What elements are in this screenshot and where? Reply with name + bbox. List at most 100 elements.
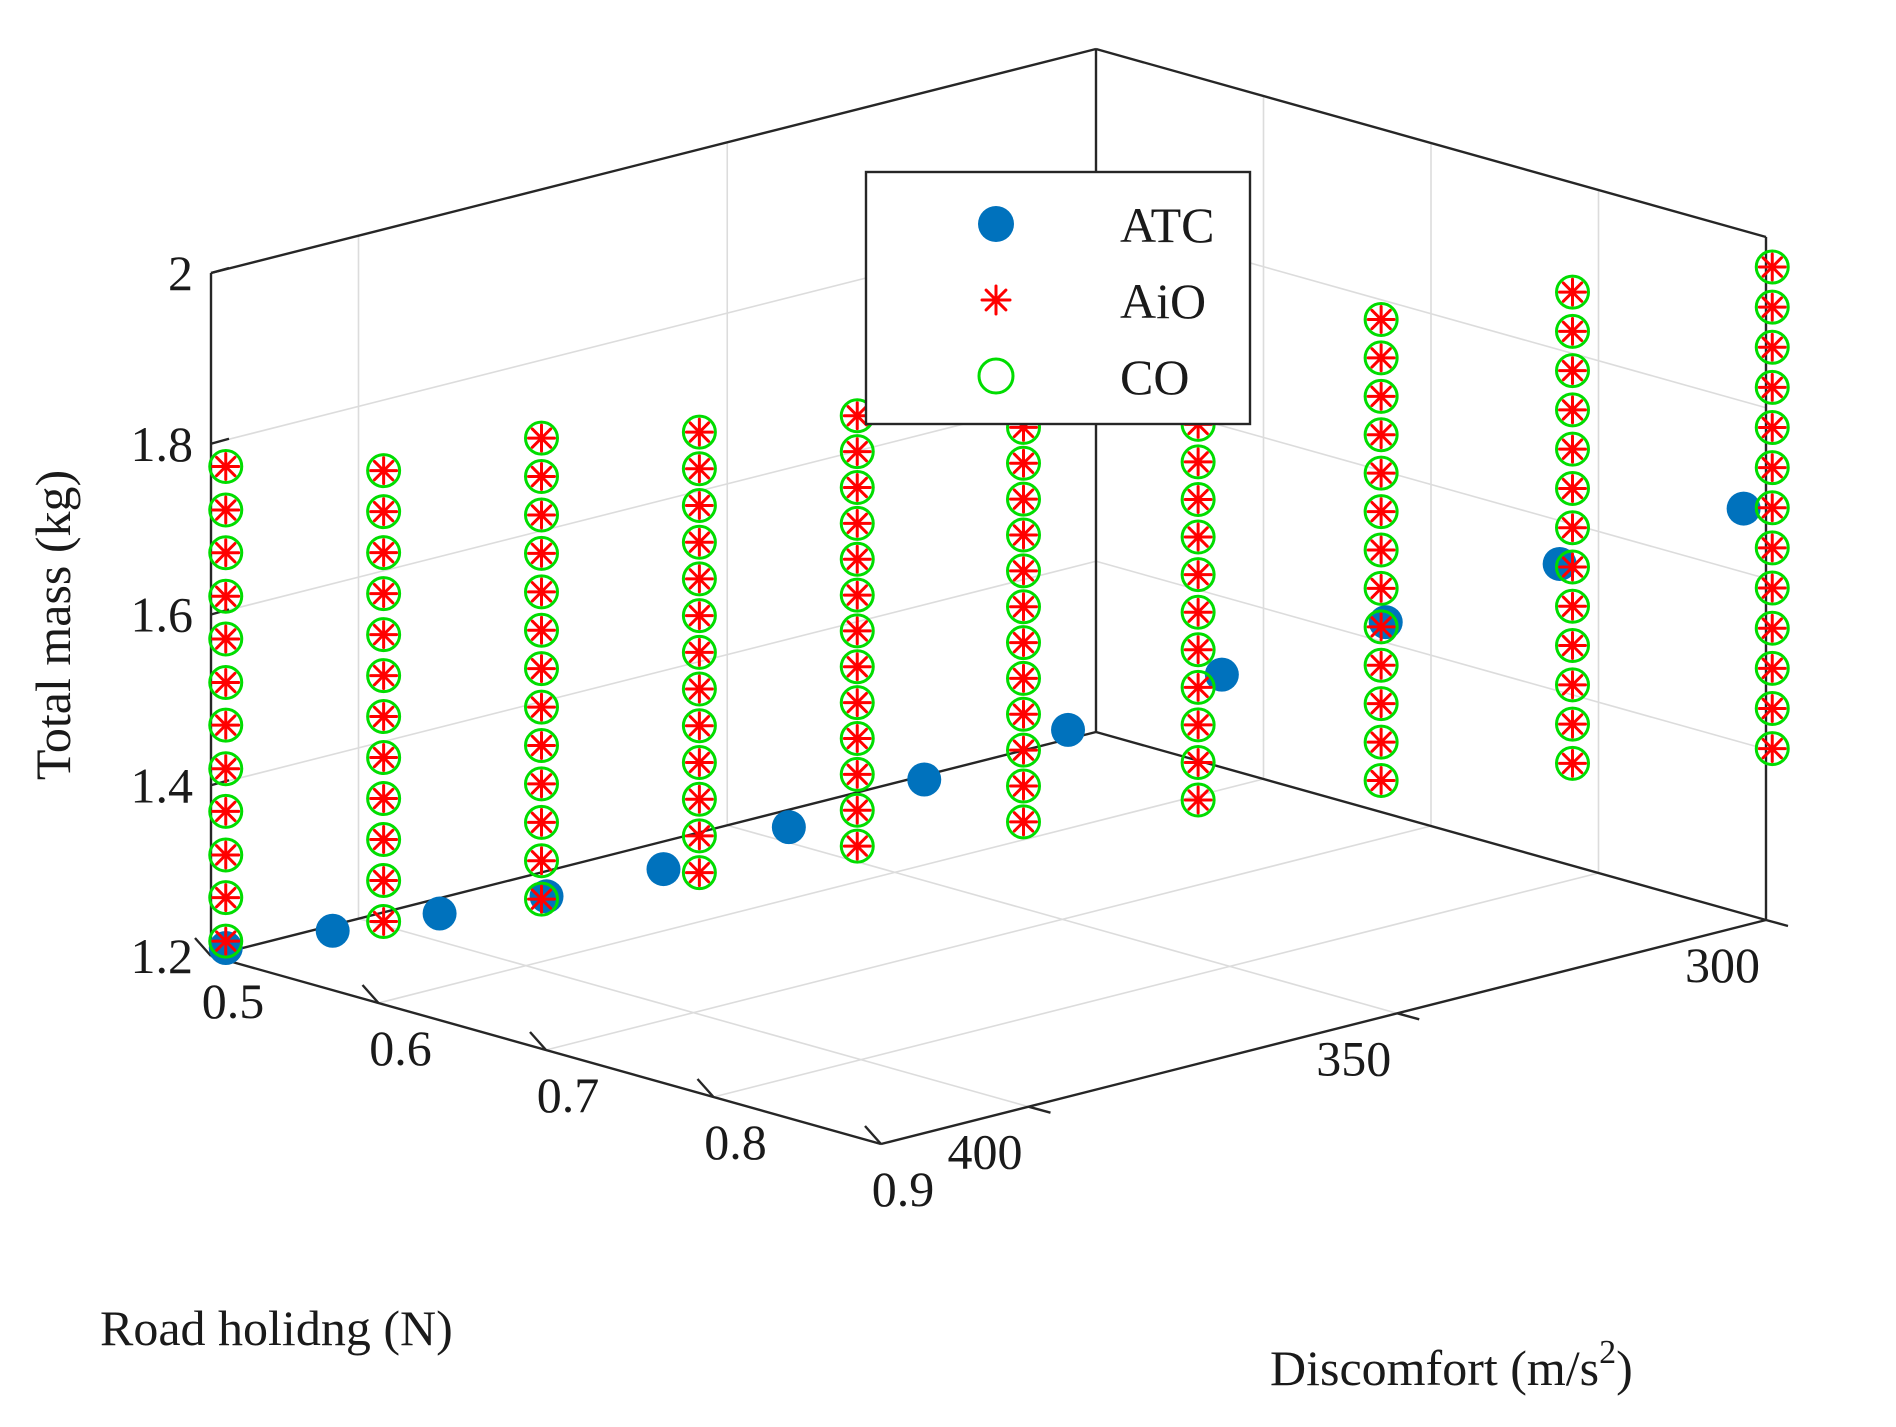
asterisk-stroke [530, 542, 553, 565]
z-tick-mark [210, 266, 230, 275]
co-point [1006, 804, 1041, 840]
aio-point [842, 508, 872, 538]
x-tick-label: 0.8 [704, 1114, 767, 1170]
z-tick-mark [210, 437, 230, 445]
asterisk-stroke [530, 504, 553, 526]
aio-point [842, 795, 872, 825]
asterisk-stroke [215, 886, 237, 909]
aio-point [527, 730, 556, 760]
axis-edge [1095, 47, 1767, 239]
asterisk-stroke [215, 455, 237, 478]
asterisk-stroke [530, 465, 553, 488]
aio-point [527, 423, 556, 453]
z-tick-label: 1.8 [131, 416, 194, 472]
aio-point [1366, 535, 1396, 565]
aio-point [1183, 635, 1213, 665]
asterisk-stroke [1761, 376, 1783, 399]
co-point [208, 664, 244, 700]
aio-point [1183, 785, 1213, 815]
aio-point [1757, 734, 1787, 764]
aio-point [1366, 343, 1396, 373]
asterisk-stroke [1561, 713, 1584, 735]
aio-point [1183, 522, 1213, 552]
x-tick-mark [864, 1125, 882, 1145]
asterisk-stroke [846, 548, 868, 570]
co-point [366, 576, 402, 612]
asterisk-stroke [1561, 359, 1584, 382]
co-point [208, 535, 244, 571]
asterisk-stroke [1761, 456, 1783, 479]
aio-point [211, 624, 241, 654]
asterisk-stroke [1187, 526, 1209, 548]
co-point [524, 612, 559, 648]
co-point [1555, 392, 1590, 428]
co-point [1754, 410, 1790, 446]
asterisk-stroke [530, 734, 553, 757]
asterisk-stroke [688, 421, 711, 443]
aio-point [1366, 458, 1396, 488]
aio-point [1183, 484, 1213, 514]
asterisk-stroke [1187, 563, 1209, 586]
co-point [1754, 329, 1790, 365]
co-point [1180, 557, 1216, 593]
aio-point [369, 620, 399, 650]
co-point [1006, 445, 1041, 481]
co-point [1006, 517, 1041, 553]
z-tick-label: 2 [168, 245, 193, 301]
asterisk-stroke [846, 512, 868, 535]
co-point [1555, 745, 1590, 781]
co-point [681, 744, 717, 780]
asterisk-stroke [215, 585, 237, 607]
co-point [1006, 660, 1041, 696]
legend-label-atc: ATC [1120, 197, 1214, 253]
asterisk-stroke [1761, 657, 1783, 680]
co-point [1363, 647, 1399, 683]
co-point [1006, 625, 1041, 661]
co-point [1180, 632, 1216, 668]
aio-point [211, 796, 241, 826]
aio-point [527, 807, 556, 837]
aio-point [211, 451, 241, 481]
aio-point [369, 865, 399, 895]
co-point [1754, 650, 1790, 686]
atc-point [422, 896, 457, 931]
aio-point [211, 754, 241, 784]
co-point [1754, 289, 1790, 325]
co-point [1006, 589, 1041, 625]
asterisk-stroke [1187, 639, 1209, 661]
co-point [839, 541, 875, 577]
grid-line-side-z [210, 389, 1097, 616]
aio-point [1366, 727, 1396, 757]
x-tick-label: 0.5 [202, 973, 265, 1029]
asterisk-stroke [846, 620, 868, 642]
asterisk-stroke [1187, 714, 1209, 736]
aio-point [527, 500, 556, 530]
y-tick-mark [1396, 1012, 1420, 1021]
aio-point [1558, 277, 1587, 307]
co-point [208, 492, 244, 528]
aio-point [1009, 628, 1038, 658]
co-point [366, 740, 402, 776]
asterisk-stroke [1370, 731, 1392, 753]
asterisk-stroke [1370, 500, 1392, 523]
co-point [208, 923, 244, 959]
co-point [1006, 696, 1041, 732]
aio-point [842, 580, 872, 610]
co-point [839, 469, 875, 505]
aio-point [1757, 573, 1787, 603]
aio-point [1558, 670, 1587, 700]
co-point [681, 818, 717, 854]
aio-point [527, 615, 556, 645]
aio-point [1558, 356, 1587, 386]
asterisk-stroke [688, 641, 711, 664]
co-point [1006, 732, 1041, 768]
co-point [1555, 588, 1590, 624]
aio-point [1009, 735, 1038, 765]
co-point [1363, 378, 1399, 414]
co-point [839, 613, 875, 649]
co-point [1363, 494, 1399, 530]
asterisk-stroke [1761, 256, 1783, 278]
aio-point [1183, 747, 1213, 777]
co-point [1555, 353, 1590, 389]
